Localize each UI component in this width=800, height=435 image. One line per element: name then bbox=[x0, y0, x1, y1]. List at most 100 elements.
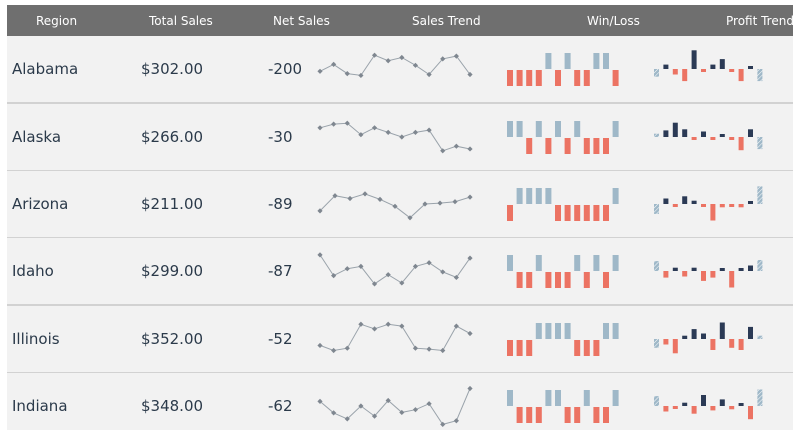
loss-bar bbox=[574, 205, 581, 221]
profit-bar-negative bbox=[672, 69, 678, 75]
profit-bar-negative bbox=[663, 406, 669, 412]
header-region[interactable]: Region bbox=[36, 14, 78, 28]
trend-point bbox=[412, 62, 419, 68]
net-sales-cell: -30 bbox=[268, 128, 293, 146]
trend-point bbox=[371, 281, 378, 287]
loss-bar bbox=[535, 70, 542, 86]
header-total-sales[interactable]: Total Sales bbox=[149, 14, 213, 28]
win-bar bbox=[545, 323, 552, 339]
loss-bar bbox=[564, 138, 571, 154]
loss-bar bbox=[516, 70, 523, 86]
profit-bar-positive bbox=[672, 122, 678, 137]
sales-trend-sparkline bbox=[317, 120, 473, 154]
region-cell: Idaho bbox=[12, 262, 54, 280]
table-row[interactable]: Idaho $299.00 -87 bbox=[7, 238, 793, 306]
profit-bar-negative bbox=[691, 406, 697, 414]
net-sales-cell: -87 bbox=[268, 262, 293, 280]
profit-bar-positive bbox=[654, 261, 659, 271]
trend-point bbox=[453, 418, 459, 424]
profit-bar-positive bbox=[757, 186, 763, 204]
total-sales-cell: $352.00 bbox=[141, 330, 204, 348]
win-bar bbox=[603, 53, 609, 69]
trend-point bbox=[467, 71, 473, 78]
trend-point bbox=[317, 208, 323, 214]
loss-bar bbox=[583, 340, 590, 356]
trend-point bbox=[453, 323, 459, 329]
profit-bar-negative bbox=[710, 137, 716, 140]
profit-bar-negative bbox=[663, 271, 669, 278]
trend-point bbox=[344, 266, 350, 272]
profit-bar-negative bbox=[682, 271, 688, 277]
profit-bar-positive bbox=[701, 333, 706, 339]
loss-bar bbox=[603, 272, 609, 288]
table-row[interactable]: Indiana $348.00 -62 bbox=[7, 373, 793, 430]
profit-bar-positive bbox=[672, 267, 678, 271]
profit-bar-negative bbox=[654, 204, 659, 214]
profit-bar-negative bbox=[729, 271, 735, 288]
win-bar bbox=[593, 53, 600, 69]
trend-point bbox=[344, 345, 350, 351]
win-bar bbox=[583, 390, 590, 406]
header-win-loss[interactable]: Win/Loss bbox=[587, 14, 640, 28]
trend-line bbox=[319, 388, 471, 425]
total-sales-cell: $348.00 bbox=[141, 397, 204, 415]
profit-bar-positive bbox=[663, 64, 669, 69]
profit-bar-positive bbox=[682, 129, 688, 137]
win-bar bbox=[526, 188, 533, 204]
table-row[interactable]: Alaska $266.00 -30 bbox=[7, 104, 793, 172]
win-bar bbox=[574, 255, 581, 271]
loss-bar bbox=[516, 272, 523, 288]
trend-point bbox=[453, 53, 459, 59]
trend-point bbox=[362, 191, 368, 197]
win-loss-sparkline bbox=[507, 390, 619, 423]
profit-bar-negative bbox=[672, 339, 678, 354]
profit-bar-negative bbox=[729, 137, 735, 140]
win-loss-sparkline bbox=[507, 323, 619, 356]
win-loss-sparkline bbox=[507, 188, 619, 221]
win-bar bbox=[507, 121, 513, 137]
win-bar bbox=[555, 323, 561, 339]
trend-point bbox=[452, 199, 458, 205]
trend-point bbox=[317, 342, 323, 349]
header-profit-trend[interactable]: Profit Trend bbox=[726, 14, 793, 28]
trend-point bbox=[412, 407, 419, 413]
loss-bar bbox=[507, 205, 513, 221]
header-sales-trend[interactable]: Sales Trend bbox=[412, 14, 481, 28]
loss-bar bbox=[555, 205, 561, 221]
profit-bar-positive bbox=[691, 267, 697, 271]
profit-bar-negative bbox=[748, 406, 753, 420]
total-sales-cell: $302.00 bbox=[141, 60, 204, 78]
trend-line bbox=[319, 54, 471, 76]
loss-bar bbox=[603, 138, 609, 154]
trend-point bbox=[407, 215, 413, 221]
profit-bar-negative bbox=[663, 339, 669, 345]
profit-bar-positive bbox=[682, 196, 688, 204]
trend-point bbox=[399, 134, 405, 140]
profit-bar-negative bbox=[738, 137, 744, 151]
table-row[interactable]: Arizona $211.00 -89 bbox=[7, 171, 793, 239]
profit-trend-sparkline bbox=[654, 186, 763, 221]
profit-bar-negative bbox=[701, 69, 706, 72]
win-bar bbox=[507, 390, 513, 406]
trend-point bbox=[437, 200, 443, 206]
net-sales-cell: -200 bbox=[268, 60, 303, 78]
trend-point bbox=[358, 321, 364, 327]
total-sales-cell: $211.00 bbox=[141, 195, 204, 213]
profit-bar-negative bbox=[654, 339, 659, 348]
loss-bar bbox=[545, 272, 552, 288]
profit-trend-sparkline bbox=[654, 122, 763, 151]
loss-bar bbox=[526, 340, 533, 356]
trend-line bbox=[319, 122, 471, 152]
profit-bar-positive bbox=[701, 131, 706, 137]
table-row[interactable]: Alabama $302.00 -200 bbox=[7, 36, 793, 104]
header-net-sales[interactable]: Net Sales bbox=[273, 14, 330, 28]
table-row[interactable]: Illinois $352.00 -52 bbox=[7, 306, 793, 374]
profit-bar-negative bbox=[719, 204, 725, 208]
trend-point bbox=[331, 347, 337, 354]
trend-point bbox=[453, 274, 459, 281]
win-bar bbox=[545, 188, 552, 204]
trend-line bbox=[319, 254, 471, 285]
trend-point bbox=[440, 347, 446, 354]
win-bar bbox=[535, 255, 542, 271]
trend-point bbox=[467, 330, 473, 337]
